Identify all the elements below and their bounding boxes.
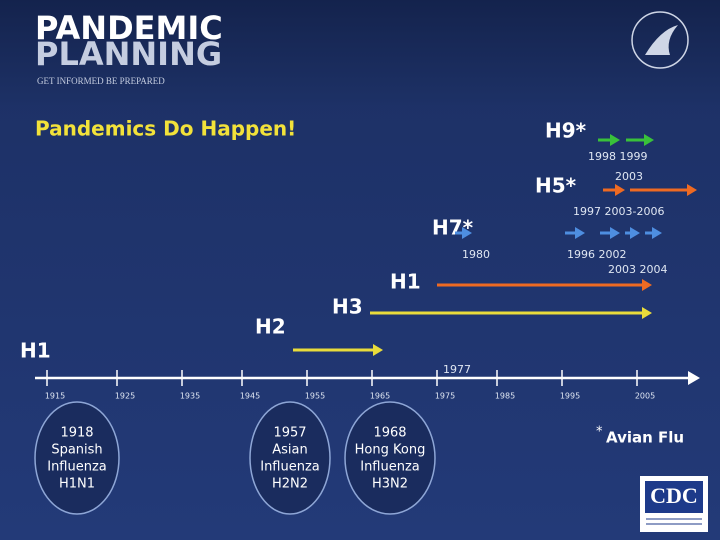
year-label: 1977 (443, 363, 471, 376)
axis-tick-label: 1915 (45, 392, 65, 401)
year-label: 2003 (615, 170, 643, 183)
cdc-logo: CDC (640, 476, 708, 532)
pandemic-text: Influenza (47, 460, 107, 475)
axis-tick-label: 1935 (180, 392, 200, 401)
pandemic-text: Asian (272, 443, 307, 458)
header-band (0, 0, 720, 105)
pandemic-text: H1N1 (59, 477, 95, 492)
year-label: 1997 2003-2006 (573, 205, 664, 218)
arrow-head (615, 184, 625, 196)
arrow (598, 134, 620, 146)
pandemic-oval (344, 401, 436, 515)
axis-tick-label: 1925 (115, 392, 135, 401)
arrow (370, 307, 652, 319)
hhs-logo (631, 11, 689, 69)
year-label: 1998 1999 (588, 150, 648, 163)
arrow-head (644, 134, 654, 146)
arrow (437, 279, 652, 291)
pandemic-text: H2N2 (272, 477, 308, 492)
tagline: GET INFORMED BE PREPARED (37, 76, 165, 86)
year-label: 1980 (462, 248, 490, 261)
axis-tick-label: 1945 (240, 392, 260, 401)
arrow (645, 227, 662, 239)
cdc-text: CDC (650, 483, 698, 508)
pandemic-text: 1918 (60, 426, 93, 441)
header-title: PLANNING (35, 35, 222, 73)
strain-label: H9* (545, 119, 587, 143)
arrow (625, 227, 640, 239)
footnote: Avian Flu (606, 429, 684, 447)
pandemic-text: 1957 (273, 426, 306, 441)
arrow-head (642, 279, 652, 291)
arrow (293, 344, 383, 356)
arrow (630, 184, 697, 196)
pandemic-oval (249, 401, 331, 515)
pandemic-text: Influenza (360, 460, 420, 475)
pandemic-text: Hong Kong (355, 443, 426, 458)
pandemic-text: H3N2 (372, 477, 408, 492)
pandemic-text: Spanish (51, 443, 102, 458)
axis-tick-label: 1985 (495, 392, 515, 401)
arrow-head (462, 227, 472, 239)
arrow-head (687, 184, 697, 196)
arrow-head (630, 227, 640, 239)
footnote-mark: * (596, 425, 603, 440)
pandemic-text: Influenza (260, 460, 320, 475)
header-title: PANDEMIC (35, 9, 223, 47)
strain-label: H1 (390, 270, 421, 294)
arrow-head (373, 344, 383, 356)
pandemic-text: 1968 (373, 426, 406, 441)
pandemic-oval (34, 401, 120, 515)
axis-tick-label: 1975 (435, 392, 455, 401)
strain-label: H2 (255, 315, 286, 339)
arrow (626, 134, 654, 146)
axis-tick-label: 2005 (635, 392, 655, 401)
arrow-head (642, 307, 652, 319)
strain-label: H7* (432, 216, 474, 240)
arrow (455, 227, 472, 239)
axis-tick-label: 1955 (305, 392, 325, 401)
axis-arrowhead (688, 371, 700, 385)
strain-label: H1 (20, 339, 51, 363)
arrow (600, 227, 620, 239)
year-label: 2003 2004 (608, 263, 668, 276)
year-label: 1996 2002 (567, 248, 627, 261)
arrow-head (575, 227, 585, 239)
arrow-head (652, 227, 662, 239)
arrow (603, 184, 625, 196)
arrow (565, 227, 585, 239)
axis-tick-label: 1995 (560, 392, 580, 401)
strain-label: H3 (332, 295, 363, 319)
strain-label: H5* (535, 174, 577, 198)
arrow-head (610, 134, 620, 146)
slide-title: Pandemics Do Happen! (35, 117, 296, 141)
arrow-head (610, 227, 620, 239)
axis-tick-label: 1965 (370, 392, 390, 401)
